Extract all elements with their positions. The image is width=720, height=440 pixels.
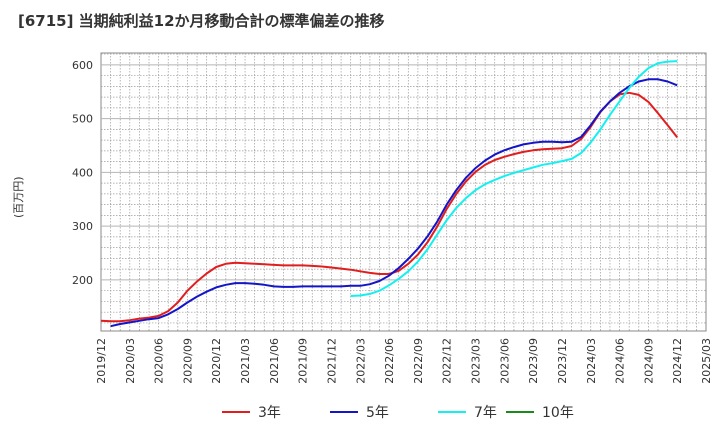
- x-tick-label: 2021/12: [325, 338, 338, 384]
- x-tick-label: 2021/09: [297, 338, 310, 384]
- x-tick-label: 2021/06: [268, 338, 281, 384]
- x-tick-label: 2020/12: [210, 338, 223, 384]
- legend-label: 3年: [258, 405, 281, 421]
- series-line-7年: [350, 60, 678, 297]
- x-tick-label: 2020/06: [153, 338, 166, 384]
- chart-title: [6715] 当期純利益12か月移動合計の標準偏差の推移: [18, 12, 385, 30]
- legend-item: 10年: [506, 402, 574, 422]
- x-tick-label: 2024/09: [642, 338, 655, 384]
- x-tick-label: 2023/06: [498, 338, 511, 384]
- line-chart: 200 300 400 500 600 2019/12 2020/03 2020/06 2020…: [72, 52, 713, 384]
- x-tick-label: 2024/06: [614, 338, 627, 384]
- legend-item: 5年: [330, 402, 389, 422]
- x-tick-label: 2023/12: [556, 338, 569, 384]
- x-tick-label: 2023/09: [527, 338, 540, 384]
- x-tick-label: 2022/03: [354, 338, 367, 384]
- y-tick-label: 500: [72, 113, 93, 126]
- x-tick-label: 2024/03: [585, 338, 598, 384]
- x-tick-label: 2022/06: [383, 338, 396, 384]
- legend-label: 10年: [542, 405, 574, 421]
- x-tick-label: 2022/12: [441, 338, 454, 384]
- chart-legend: 3年 5年 7年 10年: [0, 402, 720, 430]
- y-tick-label: 300: [72, 220, 93, 233]
- x-tick-label: 2021/03: [239, 338, 252, 384]
- y-tick-label: 600: [72, 59, 93, 72]
- x-tick-label: 2020/03: [124, 338, 137, 384]
- series-line-3年: [100, 91, 678, 323]
- x-tick-label: 2022/09: [412, 338, 425, 384]
- legend-swatch: [438, 411, 466, 413]
- x-tick-label: 2023/03: [470, 338, 483, 384]
- x-tick-label: 2024/12: [671, 338, 684, 384]
- legend-item: 7年: [438, 402, 497, 422]
- plot-area: [100, 52, 707, 332]
- legend-label: 7年: [474, 405, 497, 421]
- y-tick-label: 400: [72, 166, 93, 179]
- y-tick-label: 200: [72, 274, 93, 287]
- legend-item: 3年: [222, 402, 281, 422]
- series-line-5年: [110, 78, 678, 328]
- legend-swatch: [222, 411, 250, 413]
- legend-swatch: [506, 411, 534, 413]
- legend-swatch: [330, 411, 358, 413]
- x-tick-label: 2020/09: [181, 338, 194, 384]
- x-tick-label: 2019/12: [95, 338, 108, 384]
- x-tick-label: 2025/03: [700, 338, 713, 384]
- legend-label: 5年: [366, 405, 389, 421]
